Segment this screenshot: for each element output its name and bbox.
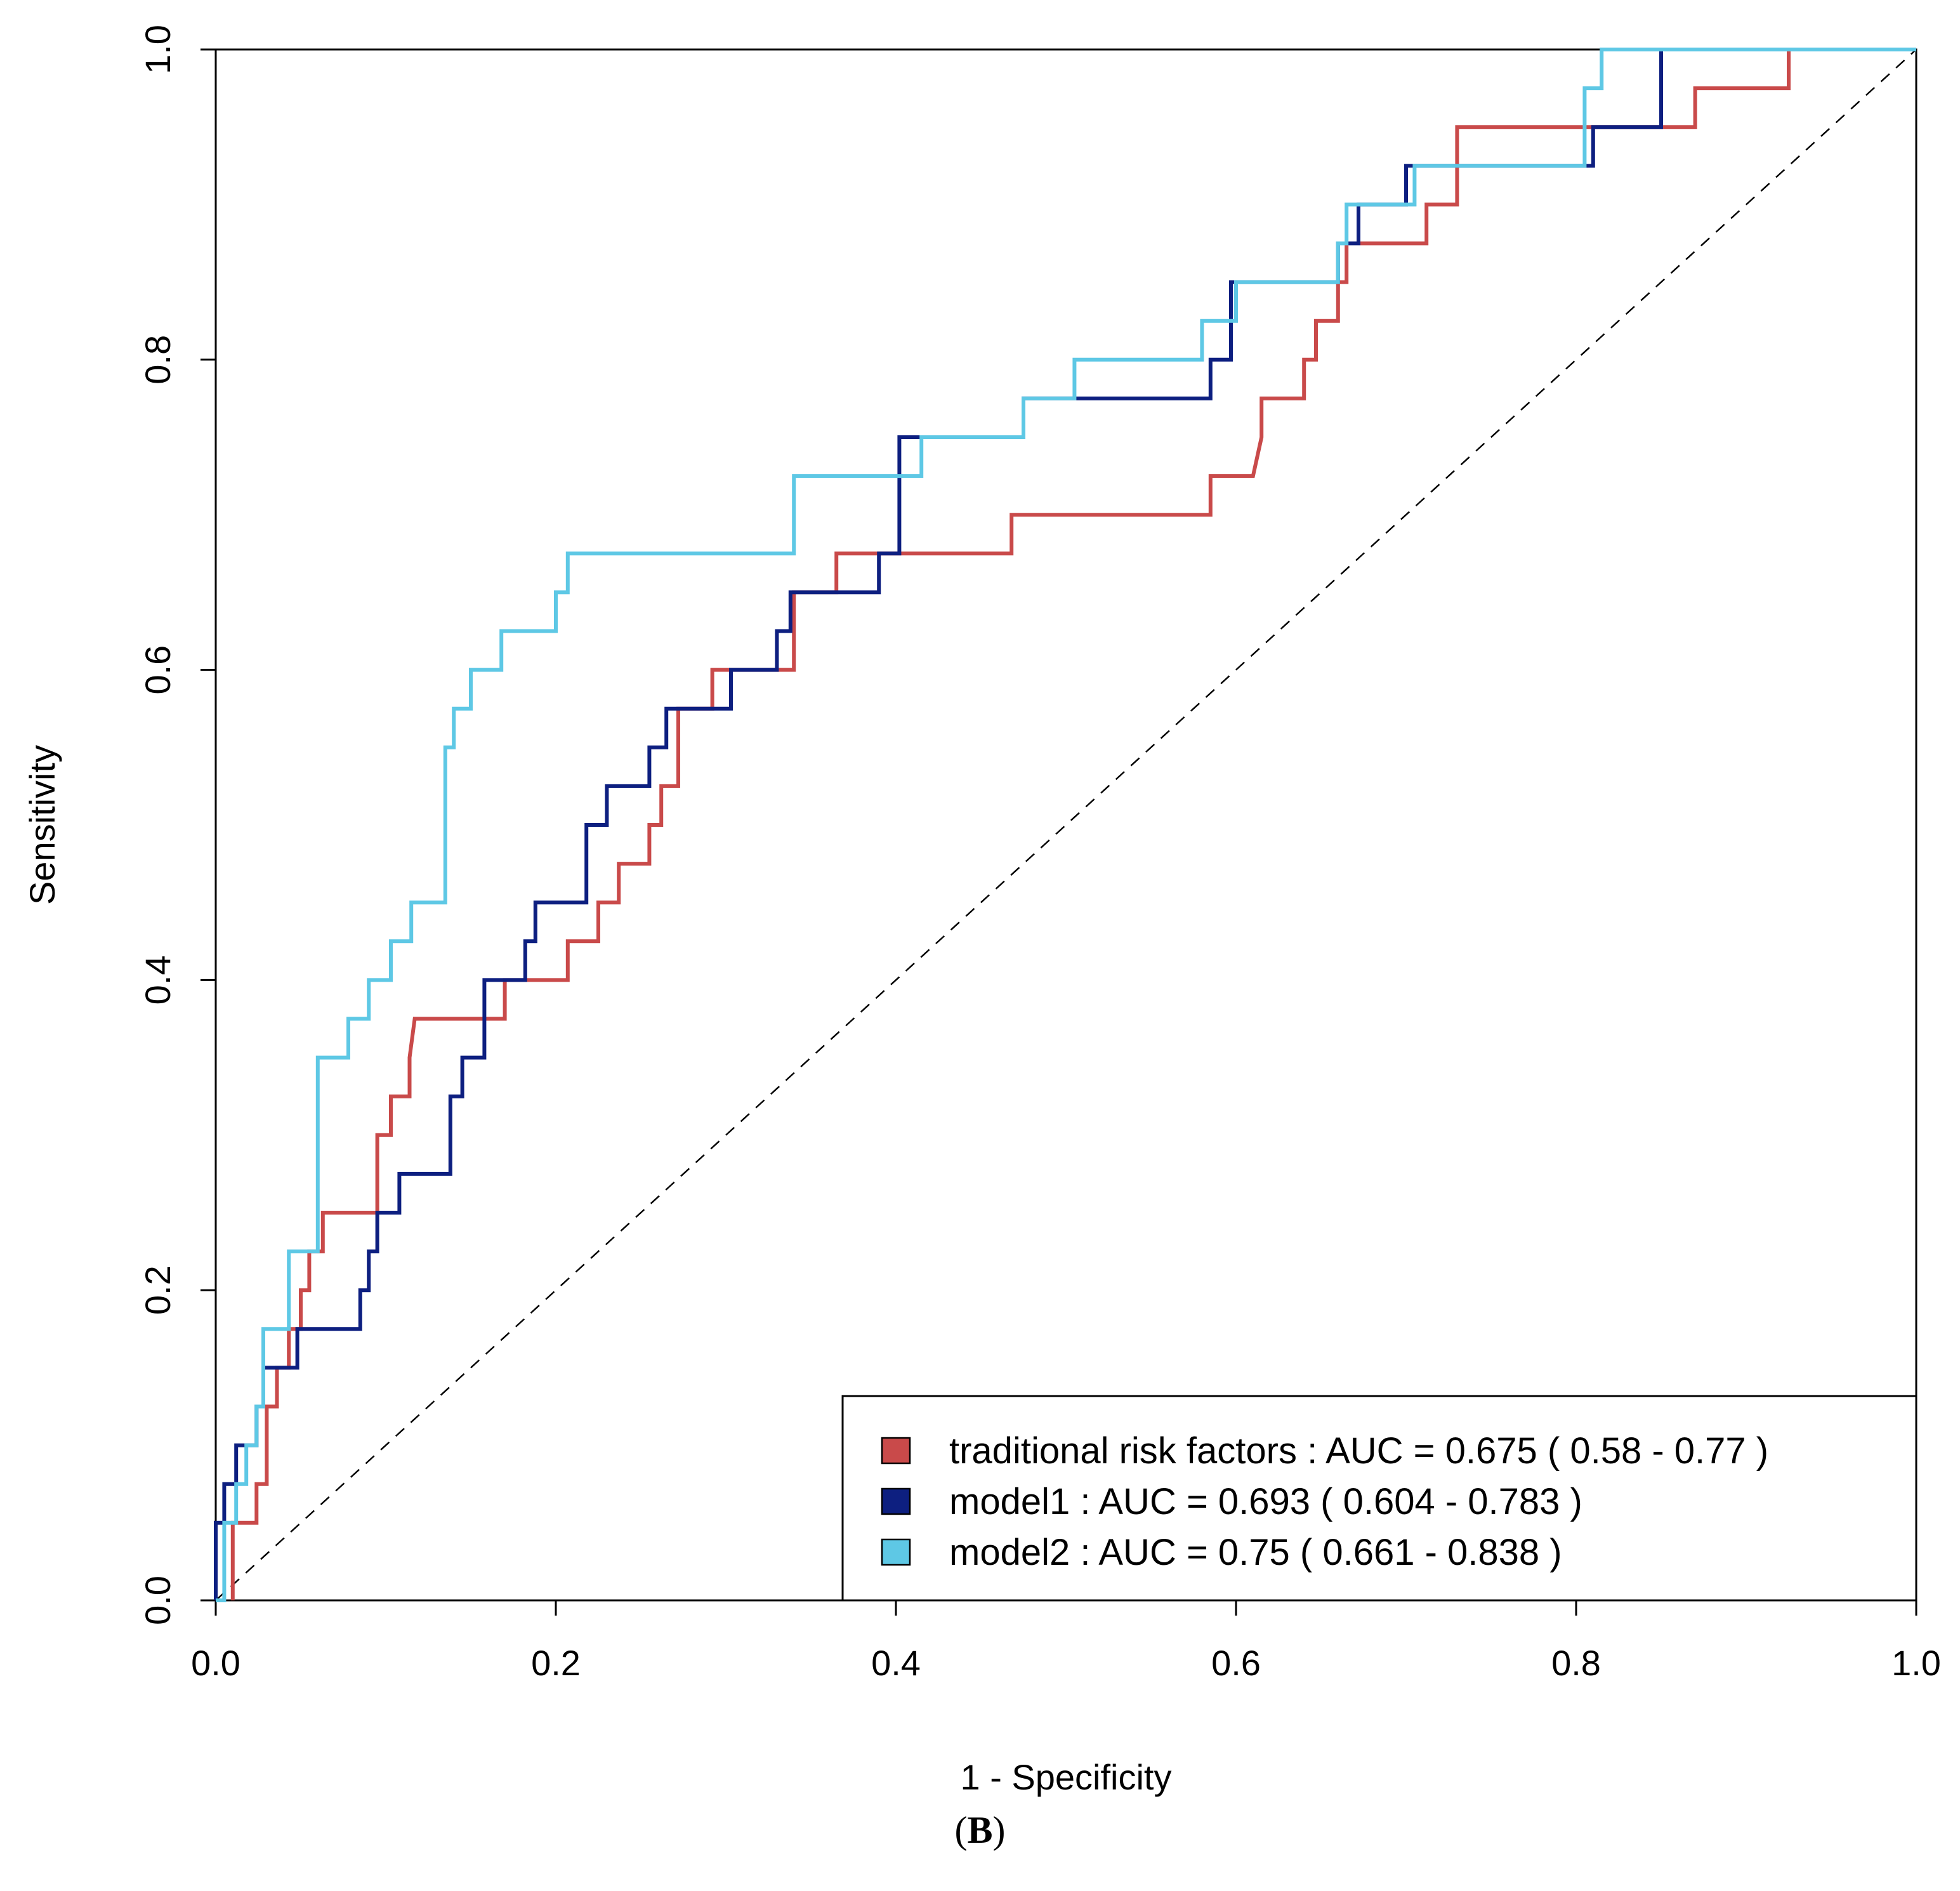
legend-swatch — [881, 1538, 911, 1566]
y-tick-label: 0.8 — [138, 335, 178, 385]
x-tick-label: 0.0 — [191, 1643, 240, 1683]
legend-box — [841, 1395, 1917, 1602]
series-line-model2 — [216, 48, 1916, 1602]
legend-label: model2 : AUC = 0.75 ( 0.661 - 0.838 ) — [949, 1532, 1562, 1573]
y-tick-label: 0.4 — [138, 955, 178, 1005]
panel-label: (B) — [954, 1809, 1006, 1851]
x-tick-label: 0.2 — [531, 1643, 581, 1683]
y-tick-label: 1.0 — [138, 25, 178, 74]
x-axis-title: 1 - Specificity — [961, 1757, 1172, 1797]
x-tick-label: 0.8 — [1551, 1643, 1601, 1683]
x-tick-label: 0.4 — [871, 1643, 921, 1683]
legend: traditional risk factors : AUC = 0.675 (… — [841, 1395, 1917, 1602]
series-layer — [214, 48, 1916, 1602]
x-tick-label: 1.0 — [1891, 1643, 1941, 1683]
y-tick-label: 0.2 — [138, 1265, 178, 1315]
x-tick-label: 0.6 — [1211, 1643, 1261, 1683]
legend-swatch — [881, 1487, 911, 1515]
axes-layer: 0.0 0.2 0.4 0.6 0.8 1.0 0.0 0.2 0.4 0.6 0.8 1.0 1 - … — [22, 25, 1941, 1797]
legend-label: model1 : AUC = 0.693 ( 0.604 - 0.783 ) — [949, 1481, 1582, 1522]
reference-diagonal — [215, 49, 1917, 1601]
y-axis-title: Sensitivity — [22, 745, 62, 905]
y-tick-label: 0.6 — [138, 645, 178, 695]
series-line-traditional-risk-factors — [230, 48, 1916, 1600]
y-tick-label: 0.0 — [138, 1576, 178, 1625]
legend-label: traditional risk factors : AUC = 0.675 (… — [949, 1430, 1768, 1472]
panel-label-letter: B — [967, 1809, 993, 1851]
legend-swatch — [881, 1437, 911, 1465]
